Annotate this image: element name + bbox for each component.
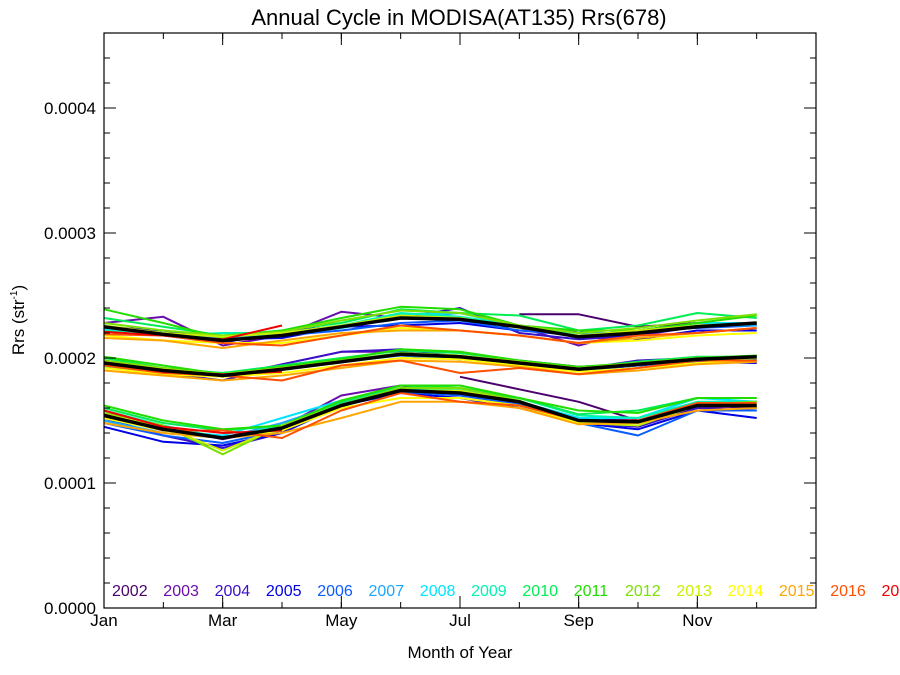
legend-entry-2010: 2010	[522, 583, 558, 600]
mean-line-upper	[103, 316, 757, 343]
x-tick-label: Jul	[449, 611, 471, 630]
series-line-2006-lower	[103, 390, 757, 444]
series-line-2010-lower	[103, 384, 757, 432]
legend-entry-2007: 2007	[369, 583, 405, 600]
legend-entry-2005: 2005	[266, 583, 302, 600]
legend-entry-2004: 2004	[215, 583, 251, 600]
x-tick-label: Mar	[208, 611, 238, 630]
legend-entry-2011: 2011	[574, 583, 609, 600]
x-tick-label: Nov	[682, 611, 713, 630]
legend-entry-2002: 2002	[112, 583, 148, 600]
legend-entry-2003: 2003	[163, 583, 199, 600]
series-line-2015-mid	[103, 359, 757, 382]
y-tick-label: 0.0002	[44, 349, 96, 368]
legend: 2002 2003 2004 2005 2006 2007 2008 2009 2010 2011…	[112, 583, 900, 600]
x-tick-label: Sep	[564, 611, 594, 630]
legend-entry-2006: 2006	[317, 583, 353, 600]
legend-entry-2016: 2016	[830, 583, 866, 600]
legend-entry-2012: 2012	[625, 583, 661, 600]
plot-lines	[103, 305, 757, 456]
chart-title: Annual Cycle in MODISA(AT135) Rrs(678)	[251, 5, 666, 30]
series-line-2005-lower	[103, 392, 757, 447]
x-axis: Jan Mar May Jul Sep Nov	[90, 33, 817, 630]
series-line-2011-lower	[103, 384, 757, 431]
y-tick-label: 0.0000	[44, 599, 96, 618]
legend-entry-2008: 2008	[420, 583, 456, 600]
legend-entry-2017: 2017	[882, 583, 900, 600]
mean-line-lower	[103, 388, 757, 440]
y-tick-label: 0.0003	[44, 224, 96, 243]
legend-entry-2013: 2013	[676, 583, 712, 600]
x-tick-label: Jan	[90, 611, 117, 630]
series-line-2012-upper	[103, 309, 757, 337]
series-line-2015-upper	[103, 327, 757, 349]
series-line-2013-upper	[103, 314, 757, 338]
legend-entry-2015: 2015	[779, 583, 815, 600]
legend-entry-2014: 2014	[728, 583, 764, 600]
y-axis-label-close: )	[9, 285, 28, 291]
y-axis-label-sup: -1	[9, 290, 20, 299]
legend-entry-2009: 2009	[471, 583, 507, 600]
y-axis: 0.0000 0.0001 0.0002 0.0003 0.0004	[44, 32, 816, 618]
x-axis-label: Month of Year	[408, 643, 513, 662]
y-tick-label: 0.0004	[44, 99, 96, 118]
y-tick-label: 0.0001	[44, 474, 96, 493]
series-line-2016-upper	[103, 324, 757, 347]
y-axis-label: Rrs (str-1)	[9, 285, 28, 355]
mean-line-mid	[103, 352, 757, 378]
x-tick-label: May	[325, 611, 358, 630]
y-axis-label-main: Rrs (str	[9, 299, 28, 355]
